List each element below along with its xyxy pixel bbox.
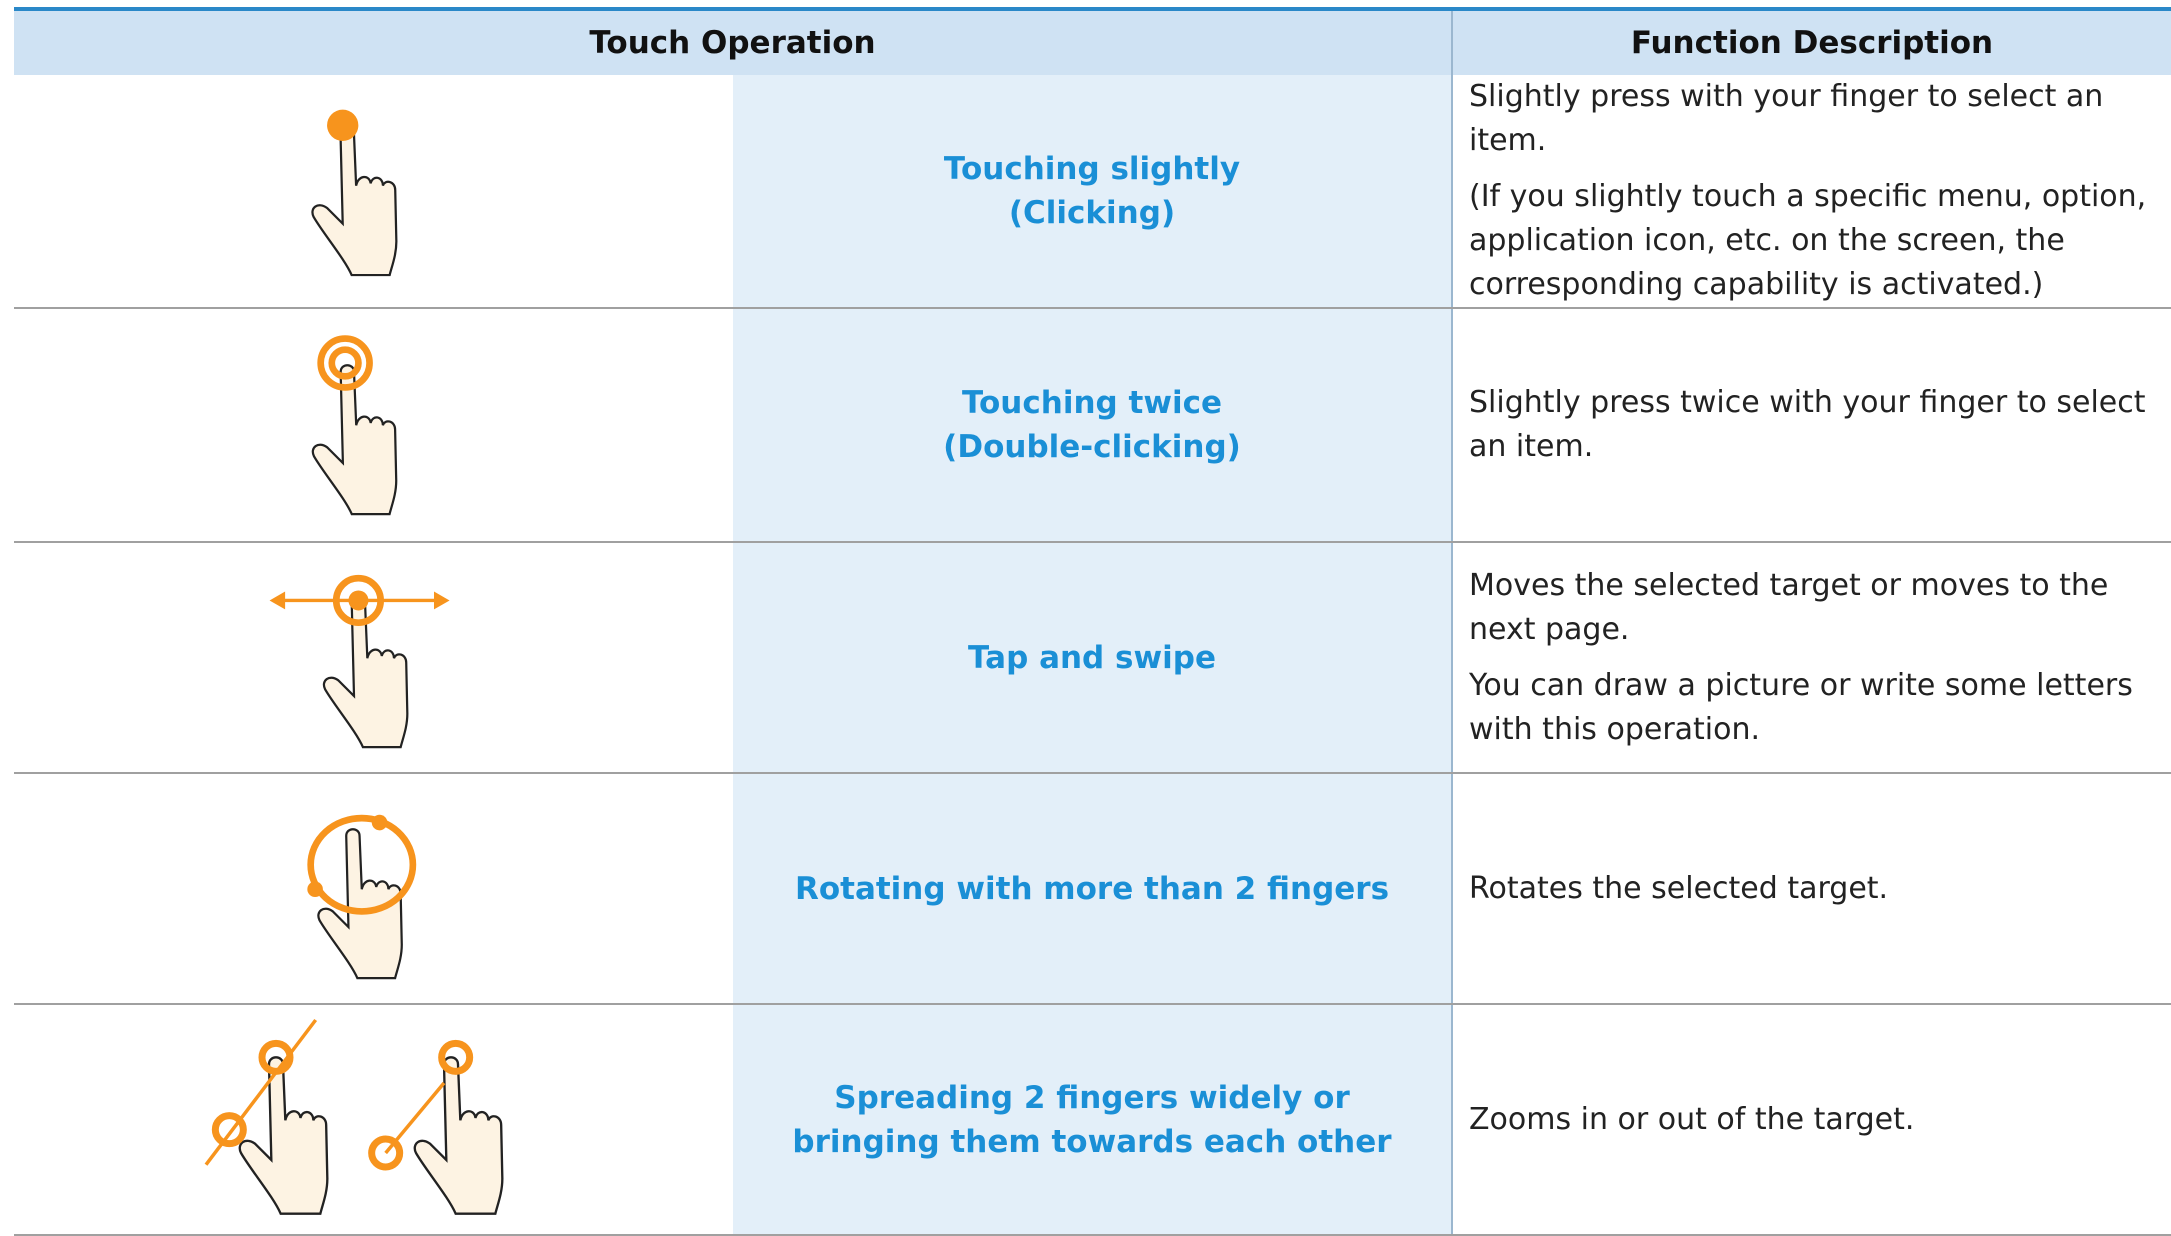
- header-row: Touch Operation Function Description: [14, 9, 2171, 75]
- operation-line: Rotating with more than 2 fingers: [794, 870, 1390, 907]
- page: Touch Operation Function Description Tou…: [14, 7, 2171, 1236]
- icon-cell: [14, 75, 733, 309]
- table-body: Touching slightly (Clicking) Slightly pre…: [14, 75, 2171, 1236]
- operation-line: (Clicking): [1008, 195, 1176, 231]
- description-paragraph: (If you slightly touch a specific menu, …: [1469, 179, 2147, 302]
- icon-cell: [14, 773, 733, 1005]
- icon-cell: [14, 1004, 733, 1236]
- description-paragraph: You can draw a picture or write some let…: [1469, 667, 2133, 747]
- rotate-icon: [306, 814, 416, 979]
- description-cell: Zooms in or out of the target.: [1452, 1004, 2171, 1236]
- description-paragraph: Slightly press with your finger to selec…: [1469, 79, 2104, 158]
- operation-cell: Touching twice (Double-clicking): [733, 308, 1453, 543]
- table-row: Tap and swipe Moves the selected target …: [14, 542, 2171, 774]
- spread-icon: [204, 1018, 504, 1215]
- description-paragraph: Moves the selected target or moves to th…: [1469, 567, 2109, 647]
- operation-line: Touching slightly: [943, 151, 1241, 187]
- operation-line: Tap and swipe: [968, 639, 1216, 676]
- table-row: Touching twice (Double-clicking) Slightly…: [14, 308, 2171, 543]
- description-cell: Moves the selected target or moves to th…: [1452, 542, 2171, 774]
- operation-cell: Spreading 2 fingers widely or bringing th…: [733, 1004, 1453, 1236]
- operation-cell: Touching slightly (Clicking): [733, 75, 1453, 309]
- touch-table: Touch Operation Function Description Tou…: [14, 7, 2171, 1236]
- operation-line: Touching twice: [961, 385, 1222, 421]
- header-cell: Function Description: [1452, 9, 2171, 75]
- icon-cell: [14, 308, 733, 543]
- description-paragraph: Slightly press twice with your finger to…: [1469, 385, 2146, 464]
- table-row: Touching slightly (Clicking) Slightly pre…: [14, 75, 2171, 309]
- description-cell: Rotates the selected target.: [1452, 773, 2171, 1005]
- description-paragraph: Zooms in or out of the target.: [1469, 1101, 1915, 1137]
- icon-cell: [14, 542, 733, 774]
- operation-cell: Tap and swipe: [733, 542, 1453, 774]
- operation-line: (Double-clicking): [943, 429, 1241, 465]
- header-cell: Touch Operation: [14, 9, 1453, 75]
- table-row: Spreading 2 fingers widely or bringing th…: [14, 1004, 2171, 1236]
- description-paragraph: Rotates the selected target.: [1469, 870, 1889, 906]
- description-cell: Slightly press twice with your finger to…: [1452, 308, 2171, 543]
- table-row: Rotating with more than 2 fingers Rotate…: [14, 773, 2171, 1005]
- touch-icon: [310, 109, 397, 277]
- operation-cell: Rotating with more than 2 fingers: [733, 773, 1453, 1005]
- double-touch-icon: [311, 335, 397, 516]
- swipe-icon: [269, 574, 450, 748]
- operation-line: bringing them towards each other: [792, 1123, 1392, 1160]
- operation-line: Spreading 2 fingers widely or: [834, 1079, 1350, 1116]
- description-cell: Slightly press with your finger to selec…: [1452, 75, 2171, 309]
